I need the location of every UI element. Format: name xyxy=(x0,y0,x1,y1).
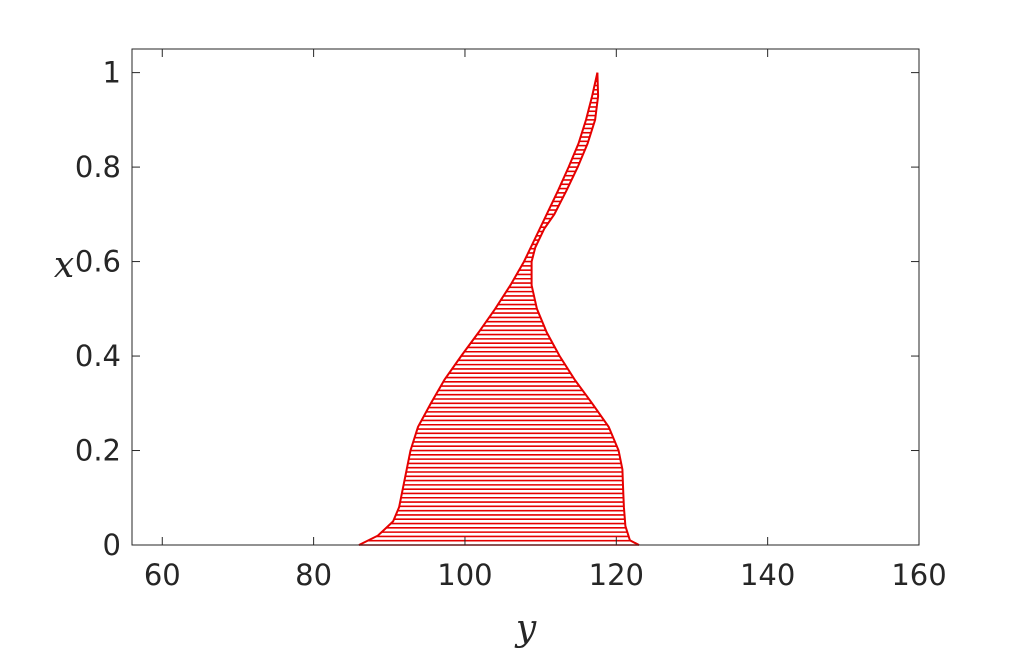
x-tick-label: 80 xyxy=(295,558,332,592)
y-axis-label: x xyxy=(54,245,74,286)
x-tick-label: 60 xyxy=(144,558,181,592)
x-tick-label: 100 xyxy=(437,558,492,592)
x-axis: 60 80 100 120 140 160 xyxy=(144,49,947,592)
y-tick-label: 0.2 xyxy=(75,434,121,468)
y-tick-label: 0.6 xyxy=(75,245,121,279)
left-boundary-line xyxy=(358,72,599,546)
x-axis-label: y xyxy=(514,608,537,649)
y-tick-label: 0.4 xyxy=(75,339,121,373)
right-boundary-line xyxy=(530,72,640,546)
y-tick-label: 0 xyxy=(103,528,121,562)
hatch-fill xyxy=(359,76,640,546)
boundary-lines xyxy=(358,72,640,546)
y-tick-label: 1 xyxy=(103,56,121,90)
y-tick-label: 0.8 xyxy=(75,150,121,184)
plot-frame xyxy=(131,48,920,546)
y-axis: 0 0.2 0.4 0.6 0.8 1 xyxy=(75,56,919,562)
x-tick-label: 160 xyxy=(891,558,946,592)
x-tick-label: 120 xyxy=(589,558,644,592)
x-tick-label: 140 xyxy=(740,558,795,592)
